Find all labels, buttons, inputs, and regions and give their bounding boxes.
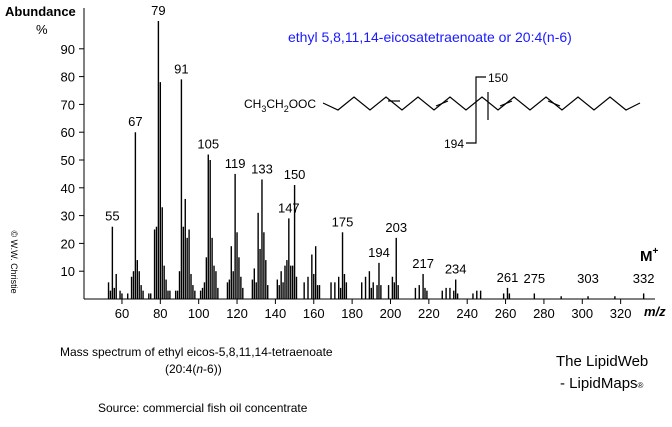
x-tick-label: 60 xyxy=(115,306,129,321)
x-tick-label: 260 xyxy=(495,306,517,321)
x-tick-label: 80 xyxy=(153,306,167,321)
subscript: 2 xyxy=(284,104,289,114)
y-axis-unit: % xyxy=(36,22,48,37)
x-axis-label: m/z xyxy=(644,304,666,319)
peak-label: 55 xyxy=(105,209,119,224)
caption-part: (20:4( xyxy=(165,362,196,376)
molecular-ion: M+ xyxy=(640,246,659,265)
fragment-label: 194 xyxy=(444,137,464,151)
peak-label: 133 xyxy=(251,161,273,176)
x-tick-label: 200 xyxy=(380,306,402,321)
y-tick-label: 70 xyxy=(61,97,75,112)
y-tick-label: 30 xyxy=(61,209,75,224)
y-tick-label: 40 xyxy=(61,181,75,196)
y-tick-label: 20 xyxy=(61,236,75,251)
peak-label: 79 xyxy=(151,3,165,18)
source: Source: commercial fish oil concentrate xyxy=(98,401,308,415)
y-tick-label: 50 xyxy=(61,153,75,168)
peak-label: 105 xyxy=(197,136,219,151)
chart-title: ethyl 5,8,11,14-eicosatetraenoate or 20:… xyxy=(288,29,572,45)
double-bond xyxy=(547,100,561,107)
caption-part: -6)) xyxy=(203,362,222,376)
caption: Mass spectrum of ethyl eicos-5,8,11,14-t… xyxy=(60,345,333,359)
x-tick-label: 300 xyxy=(571,306,593,321)
peak-label: 275 xyxy=(523,271,545,286)
peak-label: 175 xyxy=(332,214,354,229)
group: CH xyxy=(266,97,283,111)
m-label: M xyxy=(640,248,653,265)
x-tick-label: 320 xyxy=(610,306,632,321)
x-tick-label: 180 xyxy=(341,306,363,321)
y-axis-label: Abundance xyxy=(5,4,76,19)
y-tick-label: 10 xyxy=(61,264,75,279)
ester-group: CH3CH2OOC xyxy=(244,97,316,114)
peak-label: 203 xyxy=(385,220,407,235)
x-tick-label: 120 xyxy=(226,306,248,321)
double-bond xyxy=(435,100,449,107)
fragment-label: 150 xyxy=(488,71,508,85)
y-tick-label: 80 xyxy=(61,70,75,85)
peak-label: 91 xyxy=(174,61,188,76)
peak-label: 147 xyxy=(278,200,300,215)
chain-bonds xyxy=(322,96,641,111)
cleavage-line xyxy=(466,76,486,144)
x-tick-label: 240 xyxy=(456,306,478,321)
group: CH xyxy=(244,97,261,111)
peak-label: 119 xyxy=(225,156,246,171)
group: OOC xyxy=(289,97,317,111)
subscript: 3 xyxy=(261,104,266,114)
peak-label: 67 xyxy=(128,114,142,129)
peak-label: 150 xyxy=(284,167,306,182)
peak-label: 194 xyxy=(368,245,390,260)
registered: ® xyxy=(638,381,644,390)
x-tick-label: 100 xyxy=(188,306,210,321)
peak-label: 234 xyxy=(445,262,467,277)
x-tick-label: 160 xyxy=(303,306,325,321)
charge: + xyxy=(653,246,659,257)
double-bond xyxy=(499,100,513,107)
peak-label: 261 xyxy=(497,270,519,285)
copyright: © W.W. Christie xyxy=(9,230,19,293)
chain xyxy=(322,76,641,144)
y-tick-label: 60 xyxy=(61,125,75,140)
y-tick-label: 90 xyxy=(61,42,75,57)
caption-part: n xyxy=(196,362,203,376)
x-tick-label: 220 xyxy=(418,306,440,321)
site-name: The LipidWeb xyxy=(556,353,648,370)
caption: (20:4(n-6)) xyxy=(165,362,222,376)
partner-name: - LipidMaps® xyxy=(560,375,644,392)
plot: 10 20 30 40 50 60 70 80 90 60 80 100 120 140 160 180 200… xyxy=(61,3,655,321)
peak-label: 332 xyxy=(633,271,655,286)
peak-label: 217 xyxy=(412,256,434,271)
x-tick-label: 280 xyxy=(533,306,555,321)
x-tick-label: 140 xyxy=(265,306,287,321)
peak-label: 303 xyxy=(577,271,599,286)
partner: - LipidMaps xyxy=(560,375,638,392)
